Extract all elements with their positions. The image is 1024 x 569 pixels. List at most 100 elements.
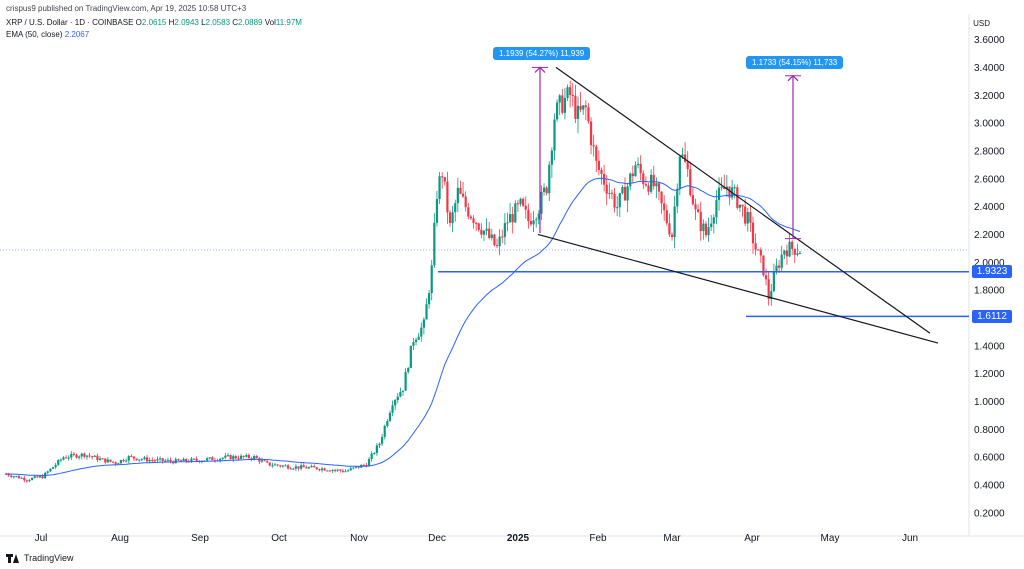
candle-down (75, 454, 78, 458)
candle-down (522, 198, 525, 206)
candle-up (106, 459, 109, 463)
candle-down (597, 160, 600, 170)
wedge-lower-trendline (537, 233, 939, 344)
price-range-measure-left[interactable]: 1.1939 (54.27%) 11,939 (493, 47, 591, 61)
candle-down (266, 461, 269, 463)
candle-down (723, 186, 726, 190)
candle-down (511, 214, 514, 223)
price-range-measure-right[interactable]: 1.1733 (54.15%) 11,733 (746, 55, 844, 69)
candle-down (104, 458, 107, 463)
candle-down (255, 456, 258, 459)
candle-up (174, 459, 177, 464)
candle-down (762, 255, 765, 276)
candle-up (331, 470, 334, 472)
candle-up (414, 339, 418, 342)
candle-up (616, 207, 619, 209)
candle-up (284, 465, 287, 467)
candle-up (576, 105, 580, 119)
candle-up (712, 217, 715, 224)
candle-down (10, 475, 13, 477)
candle-up (498, 236, 501, 247)
candle-down (741, 204, 744, 207)
candle-down (613, 193, 616, 208)
candle-down (365, 465, 368, 467)
candle-down (177, 459, 180, 461)
candle-down (529, 221, 533, 225)
candle-down (464, 196, 467, 208)
candle-down (652, 174, 655, 187)
candle-up (678, 156, 681, 189)
y-tick-label: 2.2000 (974, 230, 1005, 241)
candle-down (475, 223, 478, 225)
symbol-name[interactable]: XRP / U.S. Dollar · 1D · COINBASE (6, 18, 134, 27)
candle-down (64, 457, 68, 459)
candle-up (344, 471, 347, 473)
candle-down (527, 209, 530, 222)
candle-up (156, 459, 159, 461)
candle-up (401, 390, 405, 392)
candle-up (775, 265, 778, 273)
ohlc-open: 2.0615 (141, 18, 167, 27)
x-tick-label: Sep (191, 533, 209, 544)
candle-down (665, 210, 668, 224)
candle-down (764, 275, 768, 280)
candle-down (101, 458, 104, 460)
candle-down (569, 87, 572, 96)
candle-down (757, 249, 760, 251)
candle-up (550, 150, 553, 165)
candle-down (111, 461, 115, 463)
tradingview-logo[interactable]: TradingView (6, 553, 74, 563)
candle-down (114, 462, 117, 464)
candle-up (770, 291, 773, 300)
candle-down (234, 456, 237, 459)
candle-up (451, 212, 454, 223)
candle-up (221, 457, 224, 459)
candle-up (780, 254, 783, 268)
candle-up (399, 391, 402, 397)
candle-up (394, 400, 397, 406)
candle-down (605, 184, 608, 194)
candle-up (433, 222, 436, 266)
x-tick-label: May (821, 533, 840, 544)
candle-down (689, 169, 692, 196)
candle-up (566, 87, 569, 98)
candle-up (636, 163, 640, 166)
candle-down (297, 466, 300, 469)
candle-down (441, 176, 444, 178)
candle-down (623, 187, 627, 201)
candle-down (279, 465, 282, 467)
candle-down (83, 453, 86, 457)
candle-up (62, 457, 65, 460)
candle-up (166, 459, 170, 461)
candle-up (388, 412, 392, 422)
x-tick-label: Dec (428, 533, 446, 544)
candle-down (339, 469, 342, 471)
candle-down (493, 234, 496, 246)
candle-up (232, 456, 235, 460)
candle-up (391, 405, 394, 413)
candle-up (532, 220, 535, 225)
candle-down (23, 477, 26, 481)
legend-ema-row[interactable]: EMA (50, close) 2.2067 (6, 29, 302, 41)
candle-down (791, 241, 794, 249)
candle-down (326, 470, 329, 472)
candle-down (446, 181, 449, 213)
tradingview-brand: TradingView (24, 553, 74, 563)
y-tick-label: 3.4000 (974, 63, 1005, 74)
candle-down (25, 480, 28, 482)
y-tick-label: 0.6000 (974, 453, 1005, 464)
candle-up (381, 436, 384, 444)
candle-down (145, 457, 149, 462)
candle-up (31, 477, 34, 481)
candle-down (699, 211, 702, 232)
candle-down (793, 248, 796, 255)
candle-up (540, 191, 543, 214)
candle-up (57, 460, 60, 465)
x-tick-label: Jun (902, 533, 918, 544)
candle-up (746, 211, 749, 224)
candle-down (751, 222, 755, 244)
candle-up (796, 253, 799, 255)
candle-down (472, 218, 475, 224)
candle-down (642, 173, 645, 185)
